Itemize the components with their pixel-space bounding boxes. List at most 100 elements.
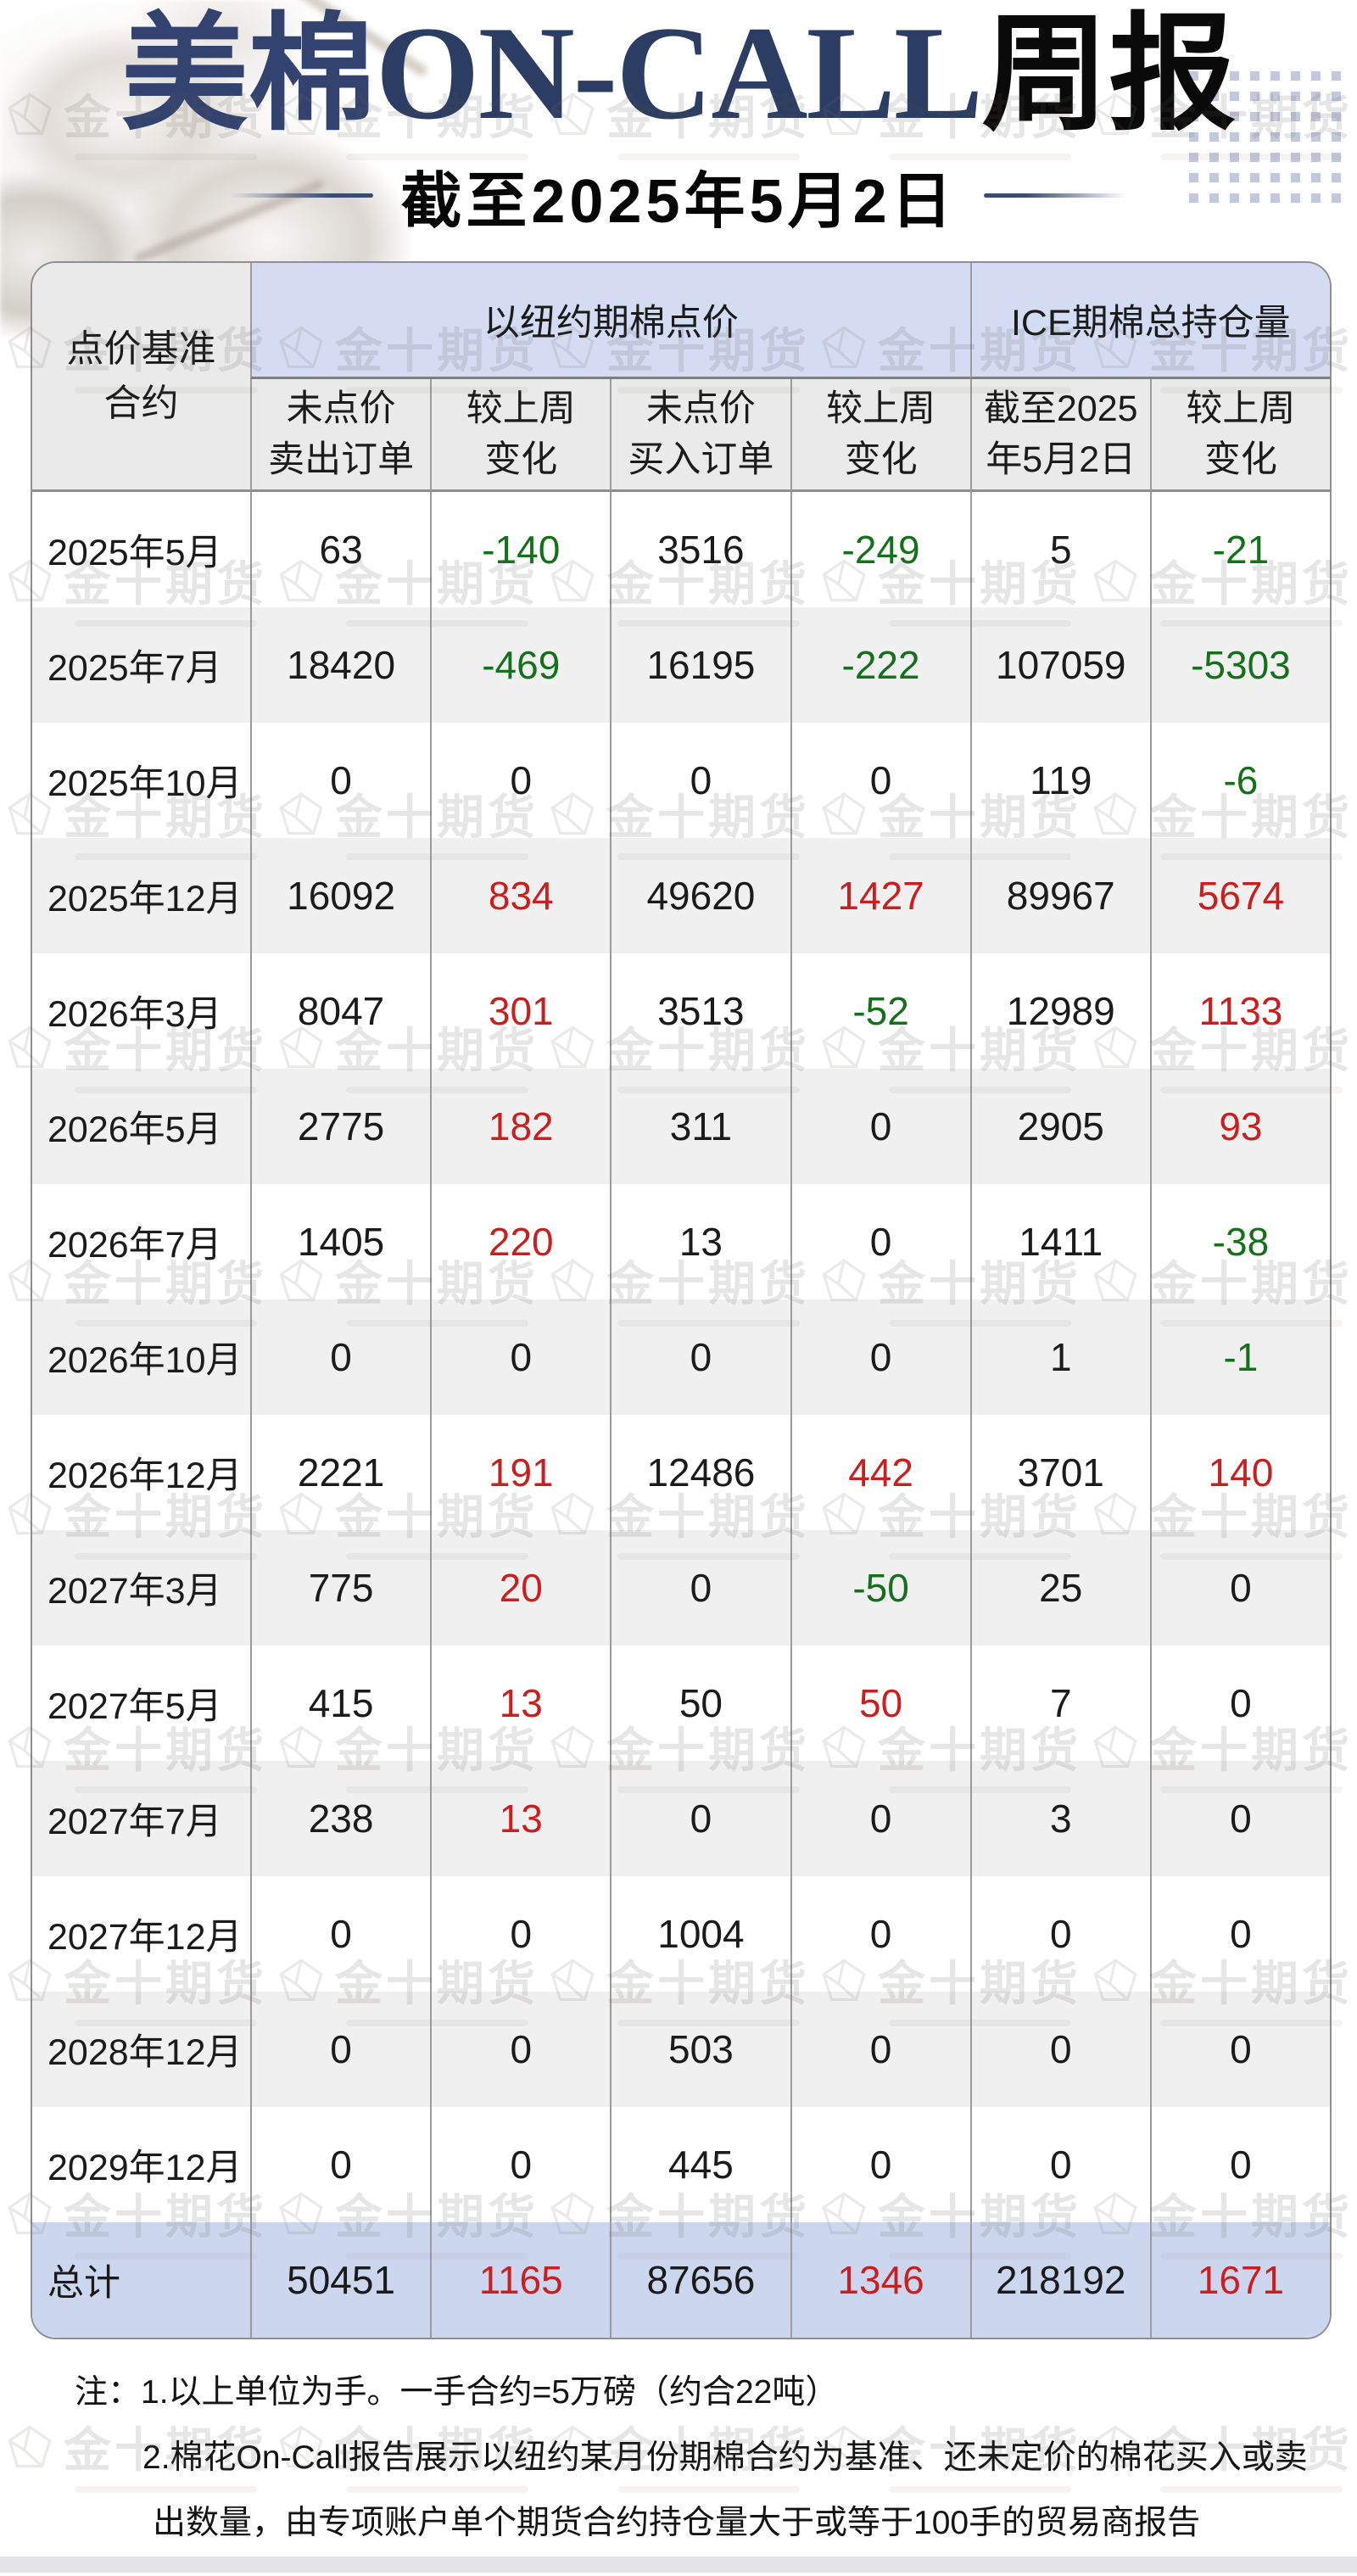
cell: 0 <box>1149 1992 1330 2107</box>
page-title: 美棉ON-CALL周报 <box>0 7 1357 178</box>
cell: 25 <box>969 1530 1150 1646</box>
cell: -1 <box>1149 1299 1330 1415</box>
cell: 311 <box>610 1069 790 1184</box>
cell: 0 <box>790 1069 970 1184</box>
row-label: 2027年3月 <box>32 1530 250 1646</box>
cell: 0 <box>790 1992 970 2107</box>
cell: 301 <box>430 953 611 1069</box>
col-header-line: 变化 <box>484 439 558 480</box>
cell: 1427 <box>790 838 970 953</box>
total-cell: 1671 <box>1149 2222 1330 2338</box>
cell: 238 <box>250 1761 431 1876</box>
cell: 0 <box>969 1876 1150 1992</box>
cell: 13 <box>610 1184 790 1299</box>
cell: 0 <box>610 723 790 838</box>
cell: -50 <box>790 1530 970 1646</box>
cell: -38 <box>1149 1184 1330 1299</box>
cell: 0 <box>610 1530 790 1646</box>
title-cn-right: 周报 <box>981 5 1237 146</box>
cell: -52 <box>790 953 970 1069</box>
cell: 3516 <box>610 492 790 607</box>
subtitle-right-dash <box>983 193 1126 198</box>
cell: 1133 <box>1149 953 1330 1069</box>
row-label: 2025年10月 <box>32 723 250 838</box>
cell: 8047 <box>250 953 431 1069</box>
cell: 5 <box>969 492 1150 607</box>
footnote-line: 注：1.以上单位为手。一手合约=5万磅（约合22吨） <box>75 2374 839 2411</box>
footer-bar <box>0 2556 1357 2573</box>
cell: 0 <box>610 1761 790 1876</box>
subtitle-left-dash <box>231 193 374 198</box>
cell: 0 <box>790 723 970 838</box>
cell: 0 <box>1149 1761 1330 1876</box>
title-cn-left: 美棉 <box>120 5 376 146</box>
col-header-line: 未点价 <box>286 388 396 429</box>
cell: -469 <box>430 607 611 723</box>
cell: 0 <box>1149 2107 1330 2222</box>
cell: 445 <box>610 2107 790 2222</box>
cell: 0 <box>430 2107 611 2222</box>
col-header-line: 较上周 <box>1186 388 1296 429</box>
cell: 18420 <box>250 607 431 723</box>
col-header-line: 变化 <box>1203 439 1277 480</box>
total-cell: 1346 <box>790 2222 970 2338</box>
cell: 140 <box>1149 1415 1330 1530</box>
cell: 2905 <box>969 1069 1150 1184</box>
cell: 1 <box>969 1299 1150 1415</box>
cell: 13 <box>430 1646 611 1761</box>
cell: 0 <box>1149 1876 1330 1992</box>
row-label: 2026年12月 <box>32 1415 250 1530</box>
total-cell: 1165 <box>430 2222 611 2338</box>
cell: 0 <box>969 2107 1150 2222</box>
cell: 0 <box>250 2107 431 2222</box>
cell: 0 <box>250 1992 431 2107</box>
row-label: 2026年5月 <box>32 1069 250 1184</box>
row-label: 2026年3月 <box>32 953 250 1069</box>
row-label: 2025年5月 <box>32 492 250 607</box>
cell: 0 <box>250 1299 431 1415</box>
cell: 0 <box>430 1992 611 2107</box>
cell: 89967 <box>969 838 1150 953</box>
cell: 1004 <box>610 1876 790 1992</box>
cell: -249 <box>790 492 970 607</box>
on-call-table: 点价基准 合约 以纽约期棉点价 ICE期棉总持仓量 未点价 卖出订单 较上周 变化 未… <box>31 261 1332 2339</box>
col-header-unpriced-buy: 未点价 买入订单 <box>610 379 790 492</box>
cell: 0 <box>1149 1646 1330 1761</box>
cell: 0 <box>790 1876 970 1992</box>
row-label: 2029年12月 <box>32 2107 250 2222</box>
corner-header: 点价基准 合约 <box>32 263 250 492</box>
col-header-wow-change: 较上周 变化 <box>1149 379 1330 492</box>
row-label: 2027年7月 <box>32 1761 250 1876</box>
row-label: 2028年12月 <box>32 1992 250 2107</box>
total-cell: 87656 <box>610 2222 790 2338</box>
cell: -222 <box>790 607 970 723</box>
cell: 12486 <box>610 1415 790 1530</box>
cell: 107059 <box>969 607 1150 723</box>
subtitle: 截至2025年5月2日 <box>400 168 957 236</box>
row-label: 2027年5月 <box>32 1646 250 1761</box>
row-label: 2027年12月 <box>32 1876 250 1992</box>
col-header-line: 变化 <box>844 439 918 480</box>
cell: 12989 <box>969 953 1150 1069</box>
cell: 0 <box>250 1876 431 1992</box>
cell: 3 <box>969 1761 1150 1876</box>
col-header-line: 截至2025 <box>983 388 1138 429</box>
cell: 1405 <box>250 1184 431 1299</box>
cell: 415 <box>250 1646 431 1761</box>
cell: 2775 <box>250 1069 431 1184</box>
cell: 50 <box>790 1646 970 1761</box>
row-label: 2026年7月 <box>32 1184 250 1299</box>
cell: 0 <box>430 723 611 838</box>
col-header-line: 年5月2日 <box>986 439 1136 480</box>
cell: 63 <box>250 492 431 607</box>
cell: 0 <box>790 1184 970 1299</box>
col-header-wow-change: 较上周 变化 <box>430 379 611 492</box>
row-label: 2025年7月 <box>32 607 250 723</box>
cell: 834 <box>430 838 611 953</box>
cell: 93 <box>1149 1069 1330 1184</box>
cell: -21 <box>1149 492 1330 607</box>
group-header-ny-pricing: 以纽约期棉点价 <box>250 263 970 379</box>
footnote-line: 出数量，由专项账户单个期货合约持仓量大于或等于100手的贸易商报告 <box>153 2505 1201 2541</box>
row-label: 2026年10月 <box>32 1299 250 1415</box>
cell: 16092 <box>250 838 431 953</box>
